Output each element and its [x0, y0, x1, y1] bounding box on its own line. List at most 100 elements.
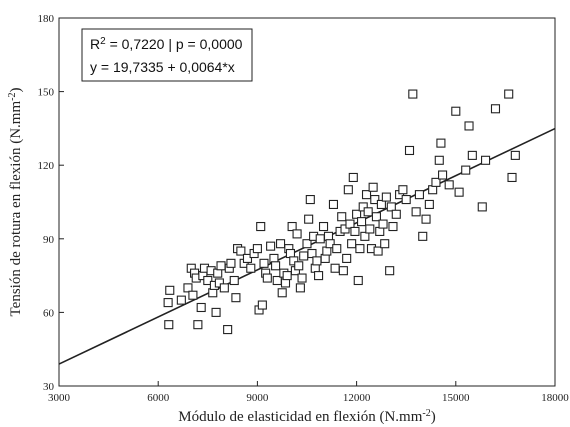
data-point — [510, 150, 520, 160]
x-axis-ticks: 3000 6000 9000 12000 15000 18000 — [48, 381, 569, 404]
regression-equation: y = 19,7335 + 0,0064*x — [90, 59, 235, 75]
data-point — [302, 239, 312, 249]
y-axis-title-sup: -2 — [7, 93, 18, 101]
data-point — [477, 202, 487, 212]
data-point — [219, 283, 229, 293]
r2-value: = 0,7220 | p = 0,0000 — [106, 36, 243, 52]
data-point — [193, 320, 203, 330]
data-point — [262, 273, 272, 283]
data-point — [318, 221, 329, 232]
data-point — [352, 209, 362, 219]
data-point — [271, 261, 281, 271]
data-point — [343, 185, 353, 195]
data-point — [299, 251, 309, 261]
data-point — [183, 283, 193, 293]
data-point — [246, 263, 256, 273]
data-point — [257, 300, 267, 310]
data-point — [355, 244, 365, 254]
data-point — [163, 298, 173, 308]
data-point — [398, 185, 408, 195]
data-point — [294, 261, 304, 271]
data-point — [315, 234, 325, 244]
data-point — [368, 182, 378, 192]
data-point — [322, 246, 332, 256]
data-point — [340, 224, 350, 234]
data-point — [348, 172, 358, 183]
data-point — [280, 278, 291, 288]
data-point — [272, 275, 282, 286]
y-tick-label: 60 — [43, 307, 55, 319]
plot-frame — [58, 17, 556, 387]
x-axis-title-suffix: ) — [431, 409, 436, 425]
data-point — [328, 199, 339, 210]
data-point — [295, 283, 305, 293]
data-point — [345, 219, 355, 229]
data-point — [188, 290, 198, 300]
data-point — [434, 155, 444, 165]
data-point — [504, 89, 514, 99]
x-tick-label: 15000 — [442, 392, 470, 404]
data-point — [297, 273, 307, 283]
data-point — [438, 170, 448, 180]
x-tick-label: 9000 — [246, 392, 269, 404]
data-point — [357, 217, 367, 227]
data-point — [424, 199, 434, 210]
data-point — [401, 194, 411, 205]
data-point — [428, 185, 438, 195]
data-point — [385, 266, 395, 276]
x-tick-label: 6000 — [147, 392, 170, 404]
data-point — [414, 190, 424, 200]
data-point — [287, 221, 297, 232]
data-point — [381, 192, 391, 202]
y-tick-label: 180 — [38, 13, 55, 25]
r2-label: R — [90, 36, 100, 52]
legend-box: R2 = 0,7220 | p = 0,0000 y = 19,7335 + 0… — [81, 28, 253, 82]
r2-annotation: R2 = 0,7220 | p = 0,0000 — [90, 36, 243, 53]
data-point — [292, 229, 302, 239]
data-point — [285, 248, 296, 259]
data-point — [363, 207, 373, 217]
data-point — [213, 268, 223, 278]
data-point — [236, 246, 246, 256]
data-point — [310, 263, 320, 273]
data-point — [461, 165, 471, 175]
data-point — [454, 187, 464, 197]
data-point — [259, 258, 269, 268]
y-axis-title: Tensión de rotura en flexión (N.mm-2) — [7, 88, 25, 317]
data-point — [330, 263, 340, 273]
data-point — [325, 239, 335, 249]
data-point — [373, 246, 383, 256]
data-point — [242, 253, 253, 263]
data-point — [312, 256, 322, 266]
data-point — [320, 253, 330, 263]
data-point — [266, 241, 276, 251]
data-point — [275, 239, 286, 249]
x-tick-label: 18000 — [541, 392, 569, 404]
data-point — [305, 194, 315, 205]
y-axis-title-suffix: ) — [8, 88, 24, 93]
data-point — [176, 295, 186, 305]
x-axis-title-sup: -2 — [422, 408, 430, 419]
data-point — [229, 275, 239, 286]
data-point — [350, 226, 360, 236]
data-point — [490, 104, 501, 114]
data-point — [386, 202, 396, 212]
data-point — [216, 261, 226, 271]
y-tick-label: 30 — [43, 381, 55, 393]
data-point — [337, 212, 347, 222]
data-point — [347, 239, 357, 249]
data-point — [421, 214, 431, 224]
data-point — [391, 209, 401, 219]
data-point — [404, 145, 415, 156]
data-point — [314, 271, 324, 281]
data-point — [231, 293, 241, 303]
data-point — [342, 253, 352, 263]
data-point — [269, 253, 279, 263]
data-point — [411, 207, 421, 217]
data-point — [208, 288, 218, 298]
data-point — [332, 244, 342, 254]
data-point — [203, 275, 213, 286]
x-axis-title-text: Módulo de elasticidad en flexión (N.mm — [178, 409, 422, 425]
x-tick-label: 3000 — [48, 392, 71, 404]
data-point — [196, 302, 206, 313]
